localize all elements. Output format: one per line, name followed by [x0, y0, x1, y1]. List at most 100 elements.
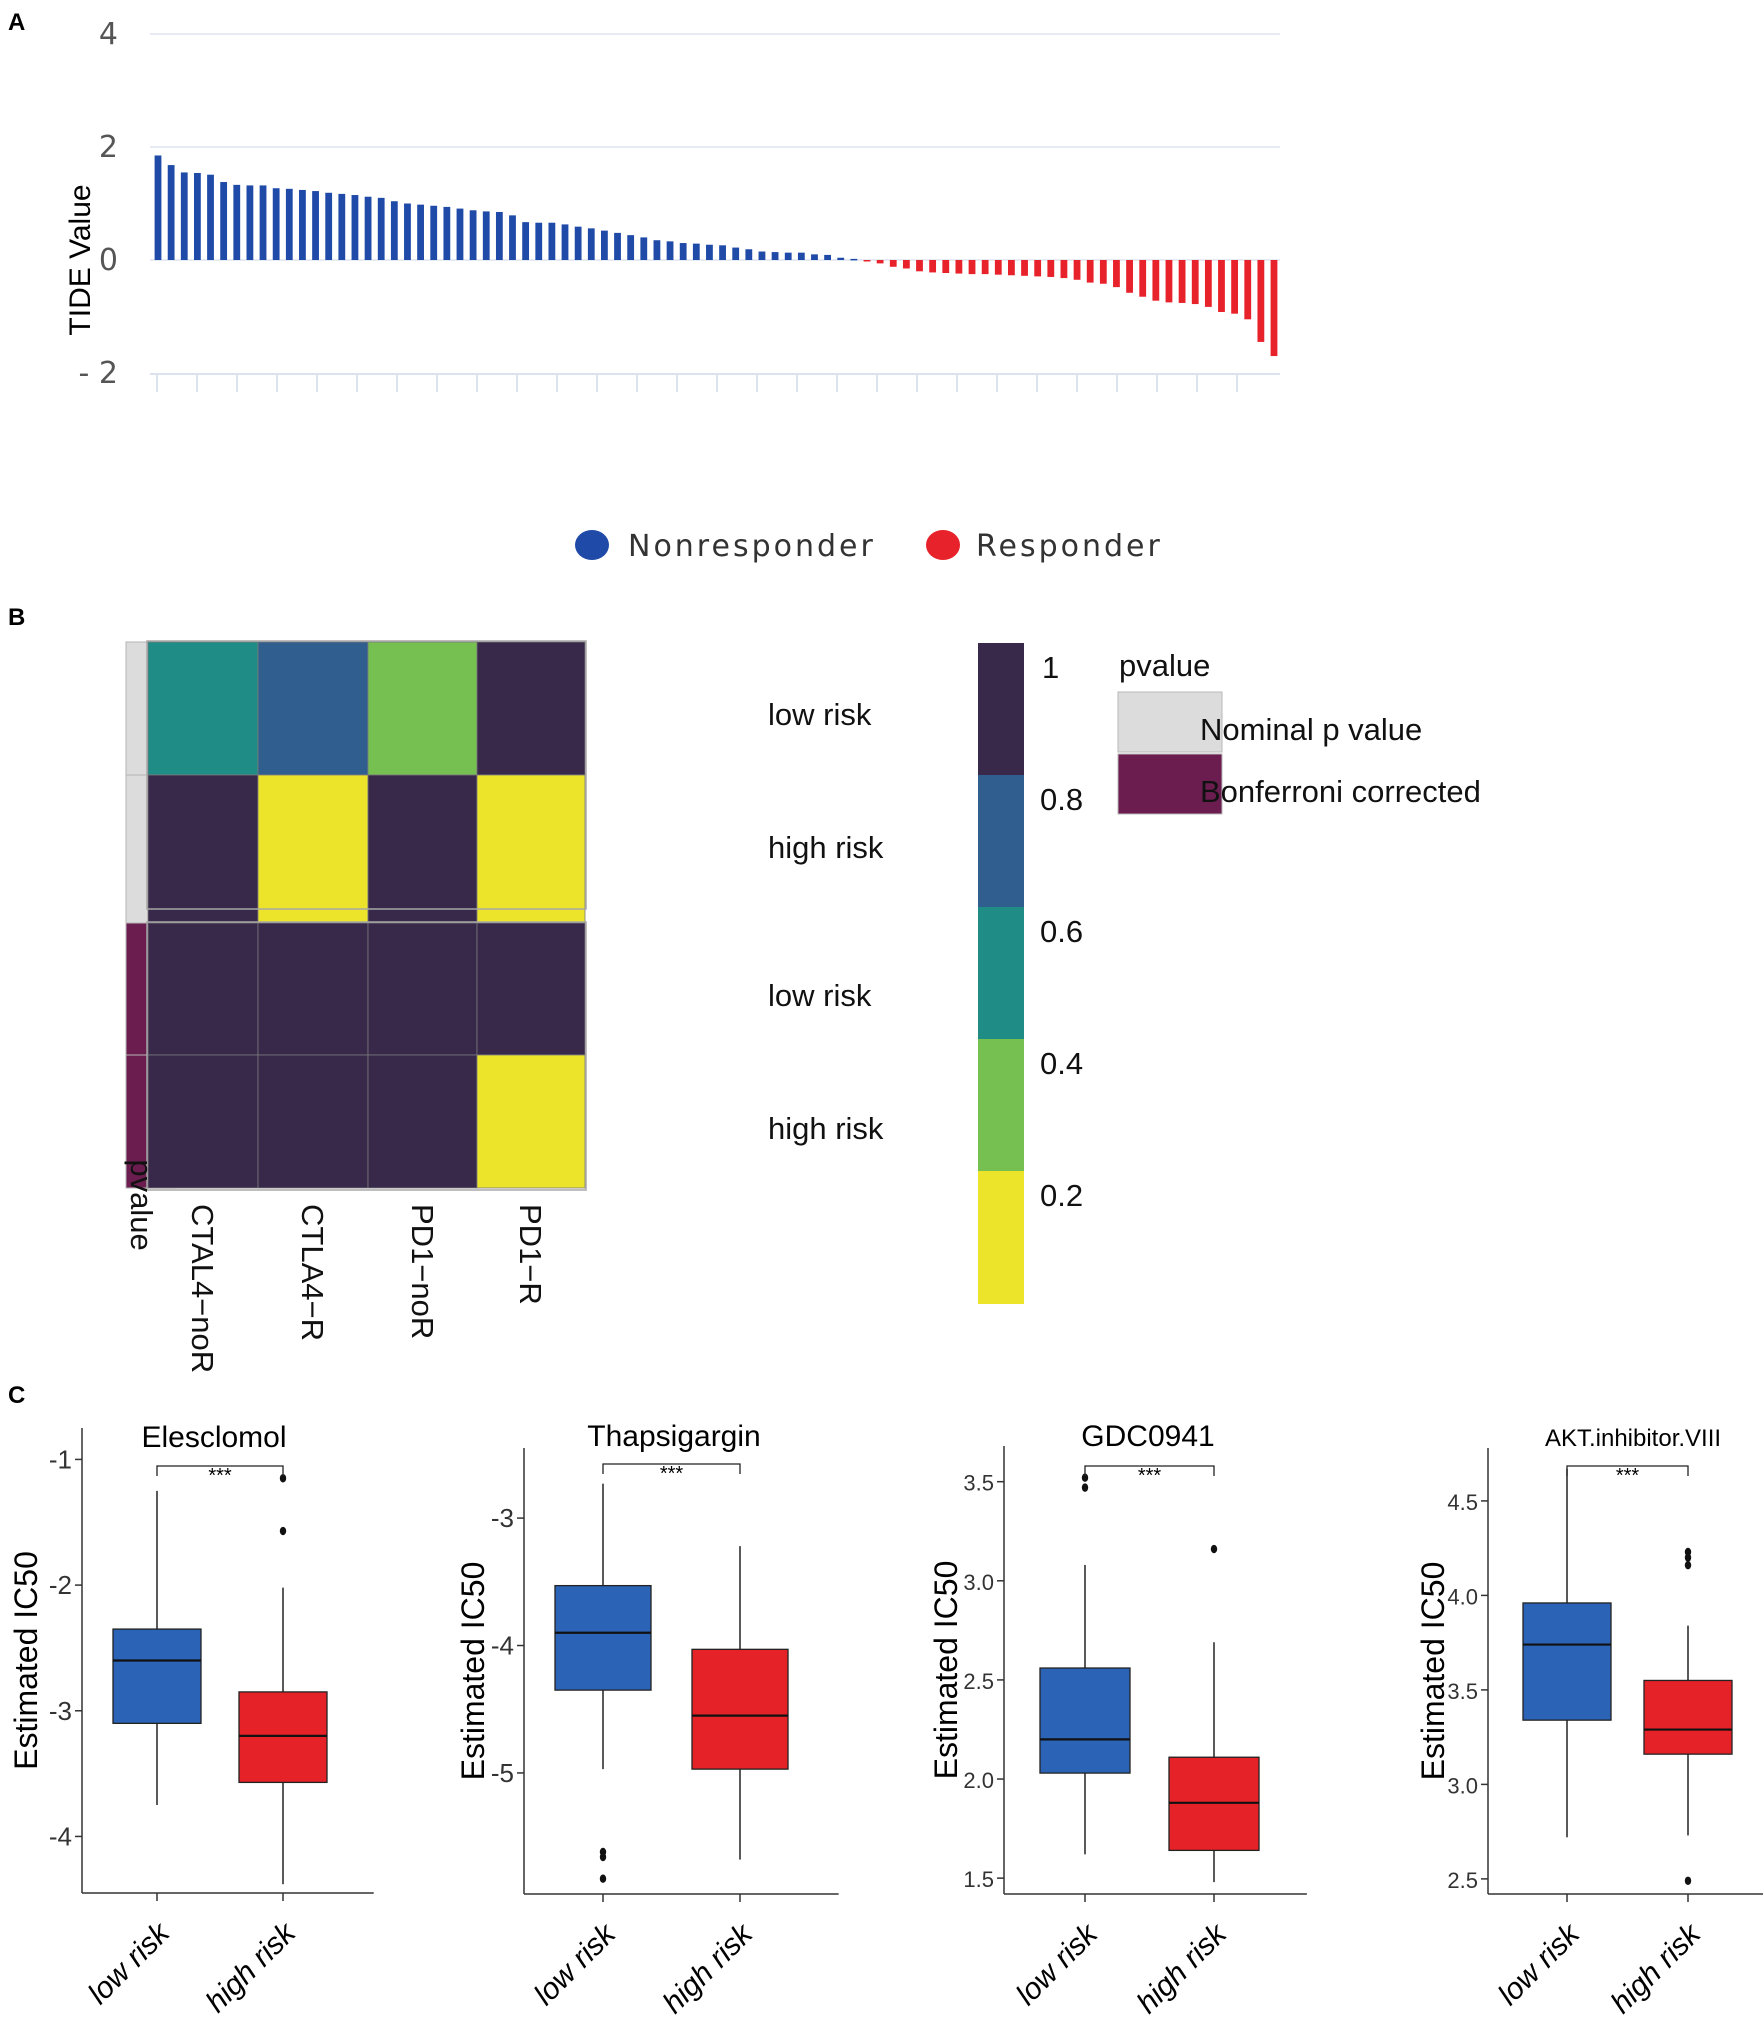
significance-label: ***: [1138, 1465, 1162, 1487]
panel-a: A 4 2 0 - 2 TIDE Value Nonresponder Respond…: [8, 9, 1280, 564]
boxplot-akt: AKT.inhibitor.VIII Estimated IC50 4.5 4.0 3.…: [1415, 1425, 1763, 2019]
tide-bar-responder: [1204, 260, 1212, 307]
panel-c-letter: C: [8, 1382, 25, 1409]
boxplot-box: [238, 1691, 328, 1784]
tide-bar-responder: [902, 260, 910, 269]
boxplot-outlier: [1684, 1547, 1692, 1557]
boxplot-y-axis-label: Estimated IC50: [1415, 1562, 1451, 1781]
heatmap-cell: [257, 922, 369, 1056]
tide-bar-nonresponder: [154, 155, 162, 260]
ic50-boxplots: Elesclomol Estimated IC50 -1 -2 -3 -4 low risk…: [8, 1420, 1763, 2019]
tide-bar-nonresponder: [495, 211, 503, 260]
boxplot-y-axis-label: Estimated IC50: [928, 1561, 964, 1780]
tide-bar-nonresponder: [285, 188, 293, 260]
boxplot-outlier: [1684, 1876, 1692, 1885]
tide-bar-nonresponder: [732, 247, 740, 260]
boxplot-x-tick-label: high risk: [200, 1915, 304, 2019]
tide-y-axis-label: TIDE Value: [64, 184, 97, 335]
tide-bar-responder: [1034, 260, 1042, 277]
tide-bar-nonresponder: [482, 211, 490, 260]
heatmap-cell: [257, 774, 369, 924]
significance-bracket: [1084, 1465, 1215, 1476]
tide-bar-nonresponder: [246, 185, 254, 260]
tide-bar-responder: [994, 260, 1002, 275]
heatmap-cell: [476, 641, 586, 776]
tide-bar-nonresponder: [561, 224, 569, 260]
tide-bar-nonresponder: [377, 197, 385, 260]
heatmap-cell: [147, 922, 259, 1056]
significance-bracket: [156, 1465, 284, 1476]
boxplot-title: AKT.inhibitor.VIII: [1545, 1425, 1721, 1452]
tide-bar-responder: [981, 260, 989, 275]
boxplot-outlier: [1210, 1544, 1218, 1554]
legend-bonferroni-label: Bonferroni corrected: [1200, 774, 1481, 809]
heatmap-cell: [147, 641, 259, 776]
tide-bar-responder: [1099, 260, 1107, 284]
boxplot-thapsigargin: Thapsigargin Estimated IC50-3 -4 -5 low risk…: [455, 1420, 839, 2019]
tide-bar-nonresponder: [614, 232, 621, 260]
heatmap-cells: [146, 640, 587, 1191]
boxplot-y-tick-label: 4.5: [1447, 1490, 1478, 1515]
colorbar-tick-label: 0.4: [1040, 1046, 1083, 1081]
panel-b: B low risk high risk low risk high risk pva…: [8, 604, 1481, 1373]
heatmap-cell: [147, 1054, 259, 1189]
boxplot-y-tick-label: -4: [491, 1631, 514, 1661]
tide-bar-responder: [1047, 260, 1055, 277]
tide-bar-nonresponder: [193, 172, 201, 260]
legend-nominal-label: Nominal p value: [1200, 712, 1422, 747]
tide-bar-responder: [1021, 260, 1028, 276]
tide-bar-nonresponder: [666, 241, 674, 260]
tide-bar-nonresponder: [719, 245, 726, 260]
boxplot-y-tick-label: 3.0: [963, 1570, 994, 1595]
boxplot-y-tick-label: -4: [49, 1821, 72, 1851]
boxplot-elesclomol: Elesclomol Estimated IC50 -1 -2 -3 -4 low risk…: [8, 1421, 374, 2019]
legend-nonresponder-swatch: [575, 530, 609, 560]
colorbar-segment: [978, 643, 1024, 776]
tide-bar-nonresponder: [797, 252, 805, 260]
boxplot-box: [1039, 1667, 1131, 1774]
tide-bar-nonresponder: [758, 251, 766, 260]
tide-bar-responder: [1231, 260, 1239, 314]
tide-bar-nonresponder: [272, 188, 280, 260]
heatmap-row-label: high risk: [768, 1111, 884, 1146]
boxplot-outlier: [599, 1852, 607, 1862]
boxplot-y-tick-label: 2.5: [1447, 1868, 1478, 1893]
tide-legend: Nonresponder Responder: [575, 529, 1160, 564]
boxplot-y-tick-label: -2: [49, 1570, 72, 1600]
tide-bar-responder: [1152, 260, 1160, 301]
heatmap-row-labels: low risk high risk low risk high risk: [768, 697, 884, 1146]
tide-bar-nonresponder: [679, 243, 687, 260]
tide-bar-nonresponder: [312, 191, 319, 260]
heatmap-block-outline: [146, 640, 587, 910]
tide-bar-nonresponder: [167, 165, 175, 260]
tide-bar-nonresponder: [640, 237, 648, 260]
legend-nominal-swatch: [1117, 691, 1223, 753]
tide-bar-responder: [1178, 260, 1186, 303]
heatmap-cell: [367, 1054, 478, 1189]
boxplot-outlier: [279, 1526, 287, 1536]
heatmap-column-label: PD1−R: [513, 1204, 548, 1305]
tide-bar-responder: [1126, 260, 1133, 293]
boxplot-gdc0941: GDC0941 Estimated IC50 3.5 3.0 2.5 2.0 1.5 low …: [928, 1420, 1307, 2019]
boxplot-box: [691, 1648, 789, 1770]
tide-bar-responder: [1139, 260, 1147, 297]
boxplot-y-axis-label: Estimated IC50: [8, 1551, 44, 1770]
tide-bar-responder: [1165, 260, 1173, 303]
tide-bar-nonresponder: [692, 243, 700, 260]
heatmap-cell: [147, 774, 259, 924]
boxplot-y-tick-label: -5: [491, 1758, 514, 1788]
heatmap-cell: [367, 922, 478, 1056]
heatmap-row-label: low risk: [768, 978, 872, 1013]
boxplot-y-tick-label: 3.5: [1447, 1679, 1478, 1704]
tide-bar-nonresponder: [601, 230, 608, 260]
tide-bar-nonresponder: [771, 252, 779, 260]
tide-bar-nonresponder: [706, 244, 713, 260]
legend-nonresponder-label: Nonresponder: [628, 529, 876, 564]
heatmap-cell: [476, 922, 586, 1056]
tide-bar-nonresponder: [390, 201, 398, 260]
heatmap-column-label: CTAL4−noR: [185, 1204, 220, 1373]
heatmap-row-label: low risk: [768, 697, 872, 732]
tide-bar-nonresponder: [535, 222, 543, 260]
boxplot-x-tick-label: high risk: [1131, 1916, 1235, 2019]
tide-bar-nonresponder: [837, 257, 845, 260]
